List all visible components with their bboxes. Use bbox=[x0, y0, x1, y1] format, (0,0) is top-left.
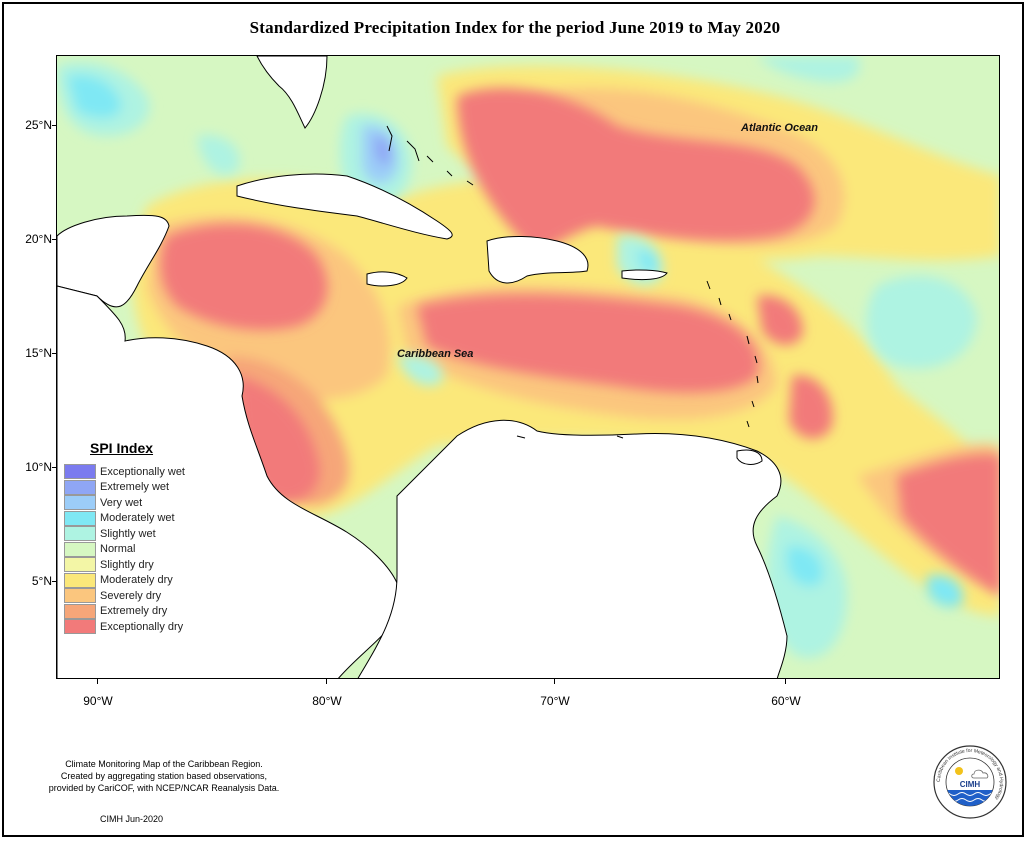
legend-label: Moderately dry bbox=[100, 574, 173, 587]
legend-item: Exceptionally wet bbox=[64, 464, 204, 480]
legend-swatch bbox=[64, 510, 96, 526]
legend-swatch bbox=[64, 479, 96, 495]
legend-item: Extremely wet bbox=[64, 479, 204, 496]
y-label-15n: 15°N bbox=[25, 346, 52, 360]
y-tick bbox=[52, 239, 56, 240]
legend-label: Moderately wet bbox=[100, 512, 175, 525]
legend-label: Exceptionally dry bbox=[100, 620, 184, 633]
footnote-line-2: Created by aggregating station based obs… bbox=[60, 771, 268, 781]
y-tick bbox=[52, 353, 56, 354]
legend-item: Exceptionally dry bbox=[64, 619, 204, 635]
y-tick bbox=[52, 581, 56, 582]
exceptionally-dry-regions bbox=[160, 87, 999, 595]
atlantic-ocean-label: Atlantic Ocean bbox=[741, 122, 819, 134]
x-tick bbox=[97, 679, 98, 684]
caribbean-sea-label: Caribbean Sea bbox=[397, 348, 474, 360]
spi-map-canvas bbox=[57, 56, 999, 678]
legend-item: Slightly dry bbox=[64, 557, 204, 573]
legend-label: Exceptionally wet bbox=[100, 465, 185, 478]
spi-legend: SPI Index Exceptionally wet Extremely wet… bbox=[64, 440, 204, 635]
footnote-line-3: provided by CariCOF, with NCEP/NCAR Rean… bbox=[48, 783, 280, 793]
x-label-60w: 60°W bbox=[771, 694, 801, 708]
legend-item: Slightly wet bbox=[64, 526, 204, 542]
x-tick bbox=[554, 679, 555, 684]
cloud-icon bbox=[971, 769, 989, 779]
x-label-70w: 70°W bbox=[540, 694, 570, 708]
logo-text: CIMH bbox=[960, 780, 981, 789]
y-label-20n: 20°N bbox=[25, 232, 52, 246]
y-label-10n: 10°N bbox=[25, 460, 52, 474]
map-title: Standardized Precipitation Index for the… bbox=[249, 18, 781, 37]
puerto-rico bbox=[621, 269, 668, 281]
footnote-line-1: Climate Monitoring Map of the Caribbean … bbox=[65, 759, 263, 769]
legend-label: Extremely wet bbox=[100, 481, 170, 494]
legend-rows: Exceptionally wet Extremely wet Very wet Mo… bbox=[64, 464, 204, 635]
x-tick bbox=[326, 679, 327, 684]
small-islands bbox=[386, 125, 759, 439]
x-tick bbox=[785, 679, 786, 684]
y-label-25n: 25°N bbox=[25, 118, 52, 132]
legend-label: Normal bbox=[100, 543, 136, 556]
legend-swatch bbox=[64, 557, 96, 573]
land-masses bbox=[57, 56, 788, 678]
legend-item: Moderately dry bbox=[64, 572, 204, 589]
trinidad bbox=[736, 449, 763, 465]
credit-text: CIMH Jun-2020 bbox=[100, 814, 164, 824]
legend-swatch bbox=[64, 464, 96, 480]
spi-map: Atlantic Ocean Caribbean Sea bbox=[56, 55, 1000, 679]
cuba bbox=[236, 173, 453, 240]
yucatan bbox=[57, 214, 170, 308]
legend-item: Very wet bbox=[64, 495, 204, 511]
cimh-logo: Caribbean Institute for Meteorology and … bbox=[932, 744, 1008, 820]
legend-label: Slightly dry bbox=[100, 558, 154, 571]
legend-label: Very wet bbox=[100, 496, 143, 509]
y-tick bbox=[52, 467, 56, 468]
legend-swatch bbox=[64, 619, 96, 635]
south-america bbox=[357, 419, 788, 678]
legend-swatch bbox=[64, 495, 96, 511]
footnote: Climate Monitoring Map of the Caribbean … bbox=[34, 758, 294, 794]
legend-label: Slightly wet bbox=[100, 527, 156, 540]
legend-swatch bbox=[64, 603, 96, 619]
legend-swatch bbox=[64, 526, 96, 542]
legend-item: Severely dry bbox=[64, 588, 204, 604]
cimh-logo-graphic: Caribbean Institute for Meteorology and … bbox=[933, 745, 1007, 819]
hispaniola bbox=[486, 235, 589, 284]
x-label-90w: 90°W bbox=[83, 694, 113, 708]
florida bbox=[256, 56, 328, 129]
legend-item: Extremely dry bbox=[64, 603, 204, 620]
legend-label: Severely dry bbox=[100, 589, 162, 602]
legend-swatch bbox=[64, 541, 96, 557]
legend-item: Moderately wet bbox=[64, 510, 204, 527]
jamaica bbox=[366, 271, 408, 287]
legend-swatch bbox=[64, 588, 96, 604]
x-label-80w: 80°W bbox=[312, 694, 342, 708]
legend-label: Extremely dry bbox=[100, 605, 168, 618]
y-label-5n: 5°N bbox=[31, 574, 52, 588]
legend-item: Normal bbox=[64, 541, 204, 558]
legend-title: SPI Index bbox=[90, 440, 154, 456]
legend-swatch bbox=[64, 572, 96, 588]
sun-icon bbox=[955, 767, 963, 775]
y-tick bbox=[52, 125, 56, 126]
